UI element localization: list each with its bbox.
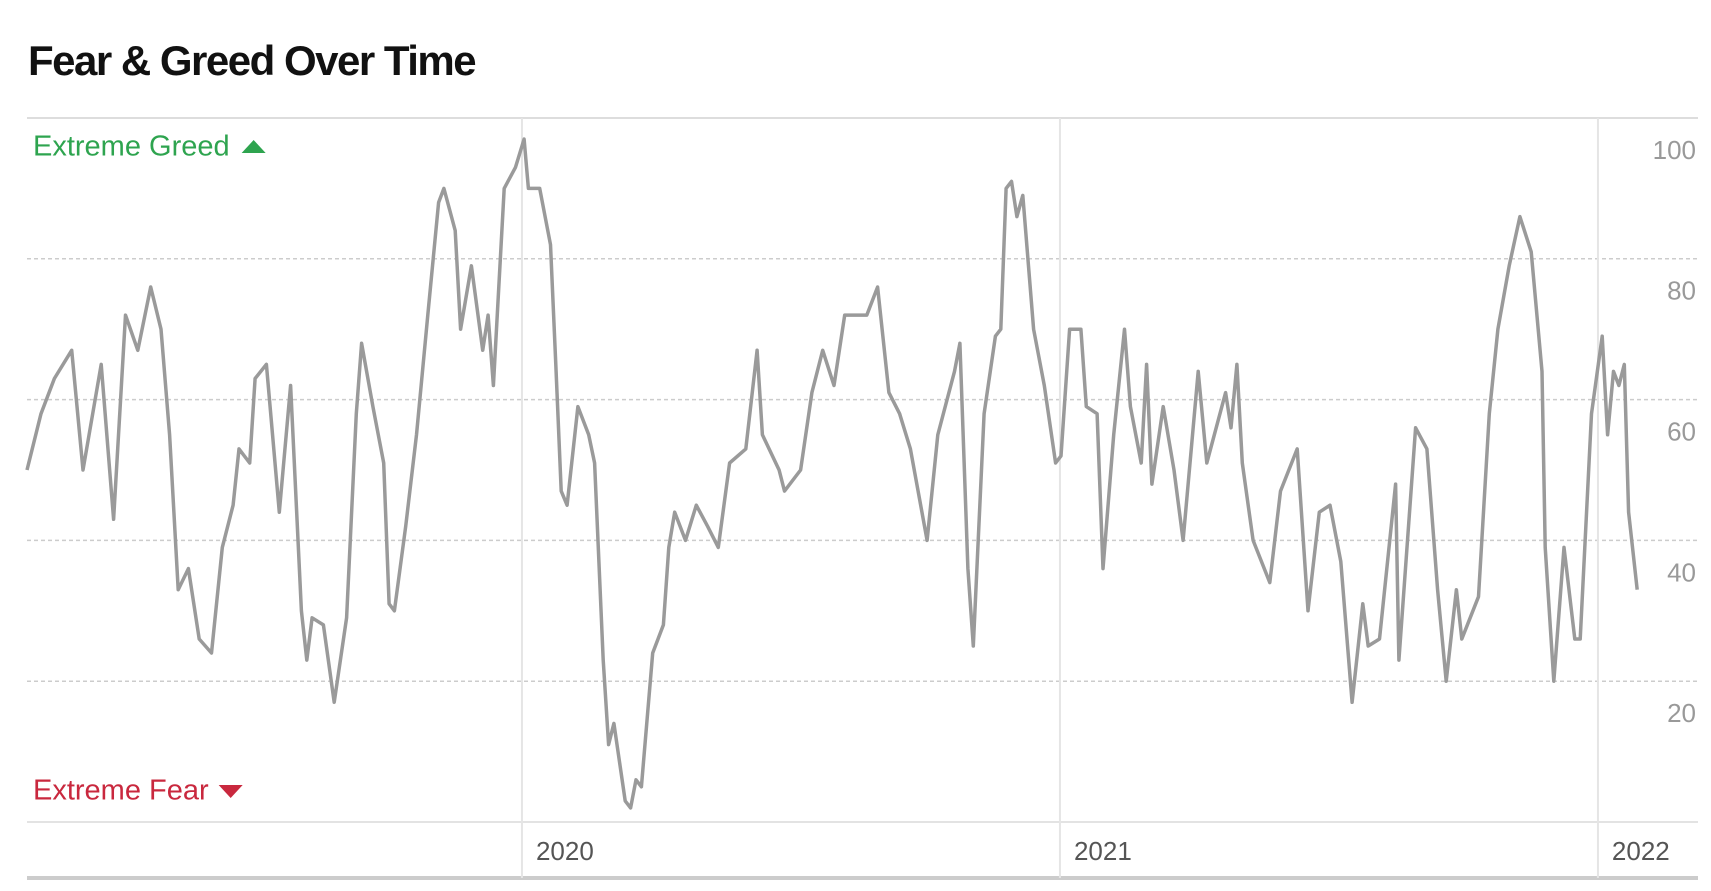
y-tick-label: 60: [1667, 416, 1696, 446]
y-tick-label: 40: [1667, 557, 1696, 587]
down-arrow-icon: [218, 785, 243, 798]
y-tick-label: 20: [1667, 698, 1696, 728]
y-tick-label: 80: [1667, 276, 1696, 306]
extreme-fear-label: Extreme Fear: [33, 775, 209, 807]
y-tick-label: 100: [1653, 135, 1696, 165]
x-tick-label: 2020: [536, 836, 594, 866]
up-arrow-icon: [241, 140, 266, 153]
chart-title: Fear & Greed Over Time: [28, 37, 475, 84]
fear-greed-line: [25, 137, 1639, 810]
x-tick-label: 2022: [1612, 836, 1670, 866]
x-tick-label: 2021: [1074, 836, 1132, 866]
extreme-greed-label: Extreme Greed: [33, 131, 230, 163]
